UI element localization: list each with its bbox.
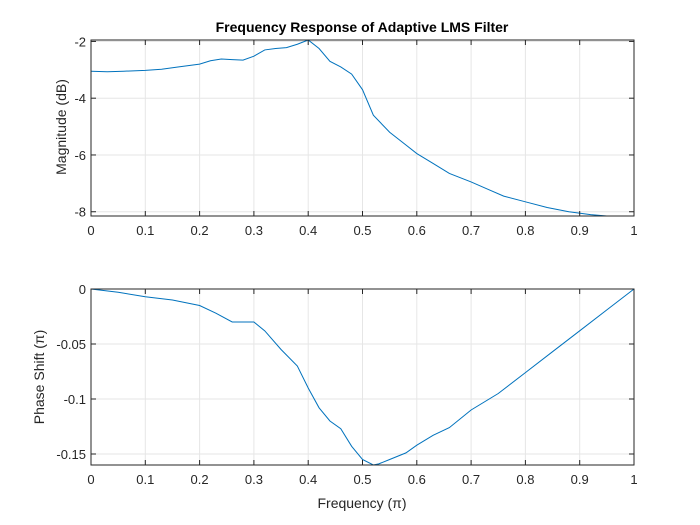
- chart-title: Frequency Response of Adaptive LMS Filte…: [216, 19, 509, 35]
- magnitude-x-tick-label: 0.2: [191, 223, 209, 238]
- magnitude-series-line: [90, 39, 634, 217]
- phase-series-line: [90, 288, 635, 466]
- magnitude-x-tick-label: 0.4: [299, 223, 317, 238]
- phase-x-tick-label: 0.7: [462, 472, 480, 487]
- phase-x-tick-label: 0.3: [245, 472, 263, 487]
- phase-plot: Phase Shift (π) Frequency (π) 0 0.1 0.2 0.3…: [31, 282, 638, 511]
- phase-y-tick-label: -0.15: [56, 447, 86, 462]
- phase-grid: [90, 288, 635, 465]
- phase-x-tick-label: 0: [87, 472, 94, 487]
- magnitude-y-tick-label: -4: [74, 91, 86, 106]
- phase-y-tick-label: -0.1: [64, 392, 86, 407]
- phase-x-tick-label: 0.4: [299, 472, 317, 487]
- phase-x-tick-label: 0.2: [191, 472, 209, 487]
- magnitude-x-tick-label: 1: [630, 223, 637, 238]
- magnitude-x-tick-label: 0.7: [462, 223, 480, 238]
- magnitude-plot: Frequency Response of Adaptive LMS Filte…: [53, 19, 638, 238]
- phase-x-tick-label: 0.1: [136, 472, 154, 487]
- phase-x-tick-label: 0.5: [353, 472, 371, 487]
- magnitude-x-tick-label: 0: [87, 223, 94, 238]
- magnitude-x-tick-label: 0.9: [571, 223, 589, 238]
- phase-x-axis-label: Frequency (π): [317, 495, 406, 511]
- phase-x-tick-label: 0.9: [571, 472, 589, 487]
- phase-y-tick-label: -0.05: [56, 337, 86, 352]
- magnitude-y-tick-label: -2: [74, 34, 86, 49]
- phase-x-tick-label: 0.8: [516, 472, 534, 487]
- magnitude-y-tick-label: -6: [74, 148, 86, 163]
- magnitude-y-tick-label: -8: [74, 205, 86, 220]
- magnitude-y-axis-label: Magnitude (dB): [53, 79, 69, 175]
- magnitude-x-tick-label: 0.6: [408, 223, 426, 238]
- phase-x-tick-label: 0.6: [408, 472, 426, 487]
- phase-y-axis-label: Phase Shift (π): [31, 330, 47, 424]
- magnitude-x-tick-label: 0.5: [353, 223, 371, 238]
- magnitude-grid: [90, 40, 635, 216]
- phase-x-tick-label: 1: [630, 472, 637, 487]
- magnitude-x-tick-label: 0.1: [136, 223, 154, 238]
- phase-y-tick-label: 0: [79, 282, 86, 297]
- magnitude-x-tick-label: 0.3: [245, 223, 263, 238]
- magnitude-x-tick-label: 0.8: [516, 223, 534, 238]
